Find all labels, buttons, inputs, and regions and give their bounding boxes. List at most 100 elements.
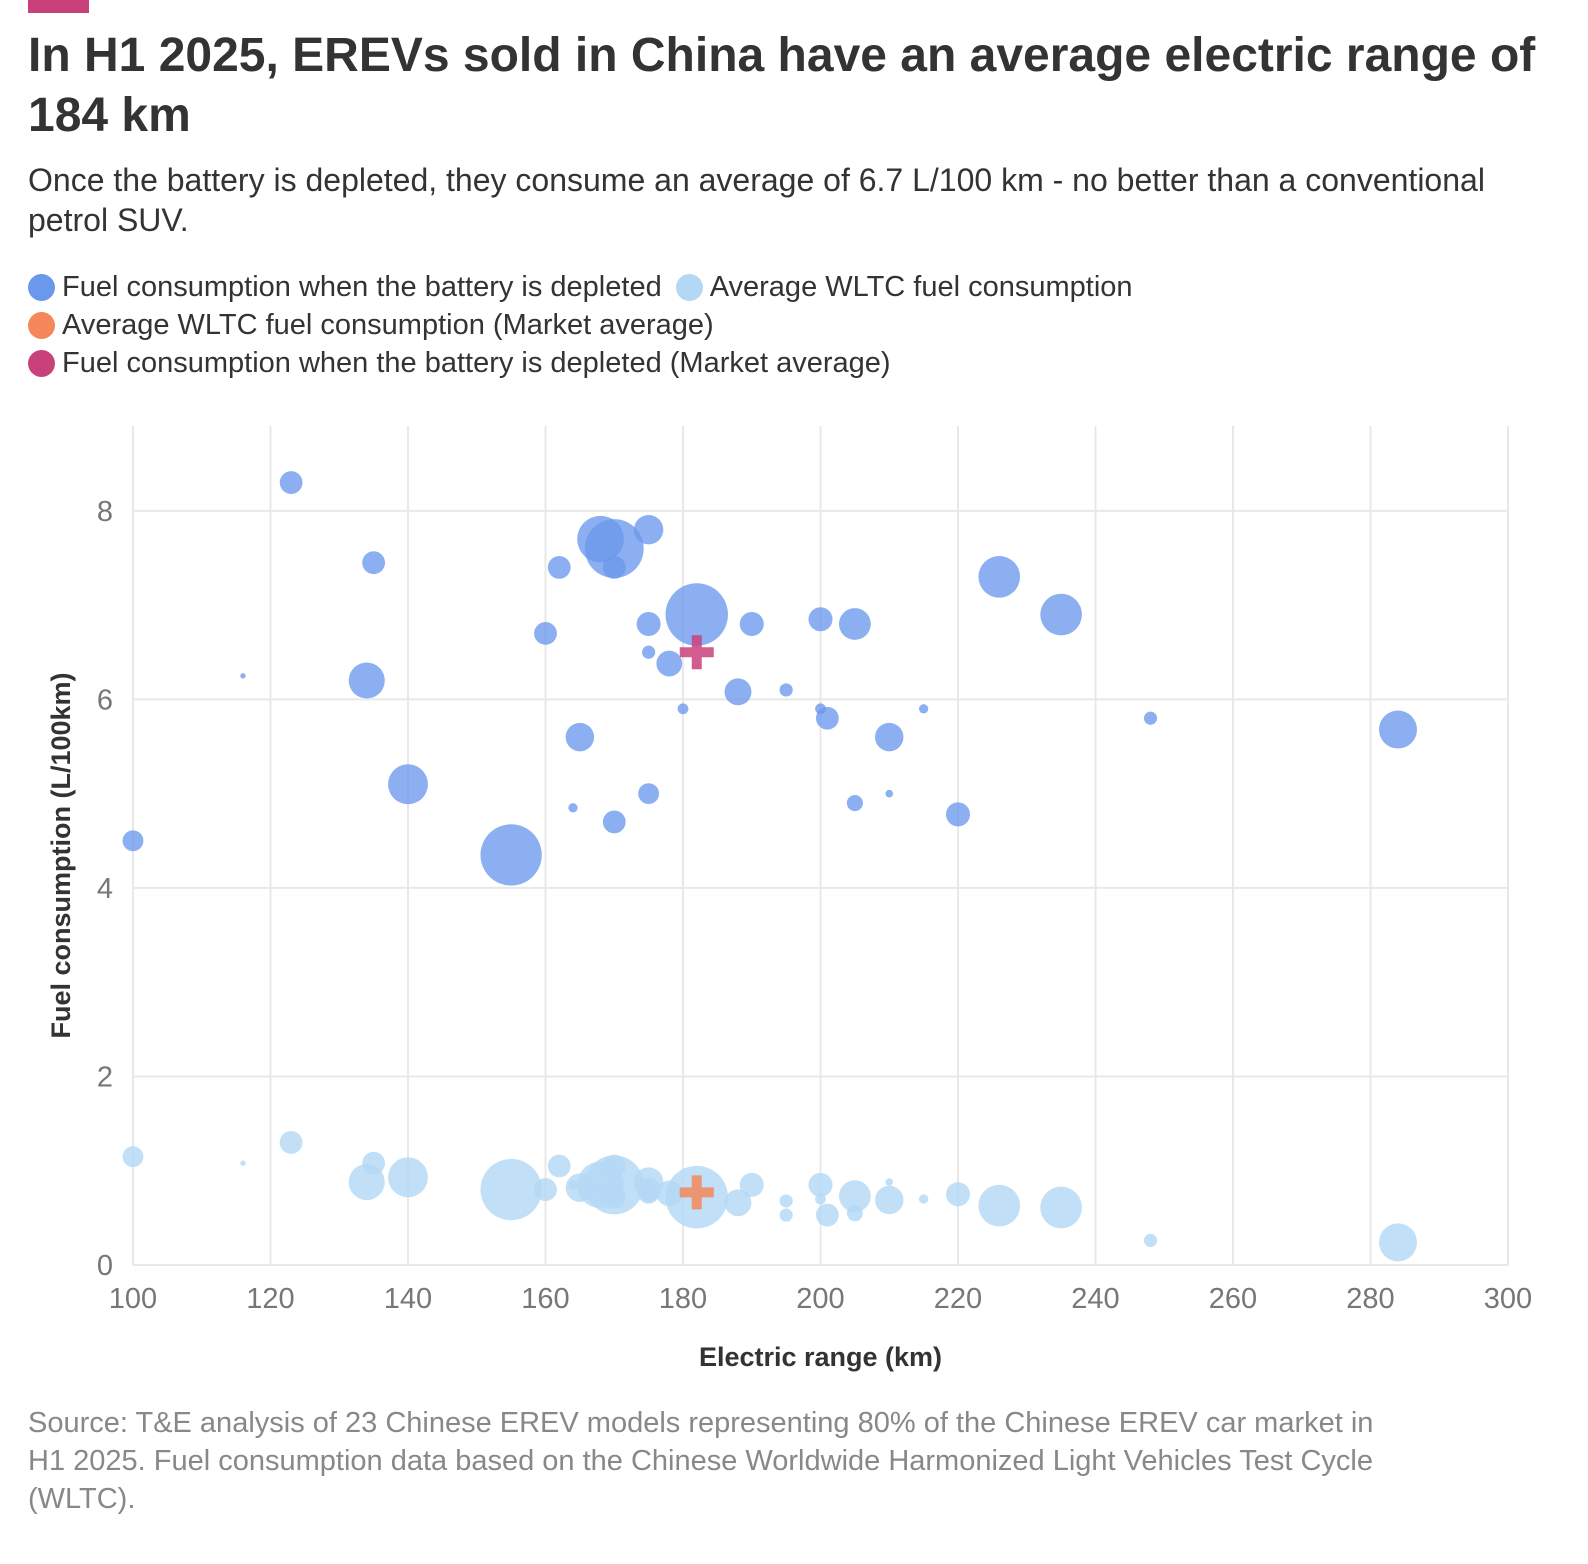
bubble-wltc	[279, 1131, 303, 1154]
bubble-depleted	[724, 678, 752, 706]
y-tick-label: 0	[97, 1250, 113, 1282]
legend-dot-depleted-market-average	[28, 349, 55, 377]
bubble-wltc	[779, 1194, 793, 1208]
bubble-wltc	[885, 1178, 894, 1186]
bubble-wltc	[1040, 1186, 1082, 1229]
x-tick-label: 300	[1484, 1283, 1532, 1315]
bubble-depleted	[602, 556, 626, 579]
x-tick-label: 140	[384, 1283, 432, 1315]
legend-item-wltc-market-average: Average WLTC fuel consumption (Market av…	[28, 306, 714, 344]
bubble-depleted	[279, 471, 303, 494]
bubble-depleted	[945, 802, 971, 827]
bubble-depleted	[815, 706, 839, 730]
legend-dot-wltc-market-average	[28, 311, 55, 339]
bubble-wltc	[240, 1160, 246, 1166]
grid	[132, 426, 1509, 1266]
bubble-depleted	[1040, 593, 1082, 636]
market-average-marker-wltc-market-average	[679, 1175, 714, 1210]
bubble-depleted	[633, 514, 664, 545]
bubble-wltc	[838, 1180, 871, 1213]
bubble-depleted	[565, 722, 595, 752]
bubble-depleted	[677, 703, 689, 715]
x-tick-label: 240	[1071, 1283, 1119, 1315]
bubble-depleted	[638, 783, 660, 805]
bubble-depleted	[665, 583, 728, 646]
legend-dot-wltc	[675, 273, 703, 301]
y-axis-title: Fuel consumption (L/100km)	[46, 672, 76, 1038]
bubble-wltc	[547, 1154, 571, 1178]
legend-label-wltc: Average WLTC fuel consumption	[709, 271, 1133, 303]
y-tick-label: 4	[97, 873, 113, 905]
legend-row: Fuel consumption when the battery is dep…	[28, 268, 1568, 306]
y-tick-label: 6	[97, 684, 113, 716]
bubble-wltc	[815, 1193, 826, 1205]
legend-row: Fuel consumption when the battery is dep…	[28, 344, 1568, 382]
bubble-depleted	[122, 830, 144, 852]
bubble-depleted	[918, 704, 929, 714]
x-tick-label: 120	[246, 1283, 294, 1315]
x-tick-label: 280	[1346, 1283, 1394, 1315]
bubble-wltc	[1143, 1233, 1158, 1248]
bubble-wltc	[779, 1208, 793, 1222]
bubble-depleted	[1378, 710, 1418, 749]
x-tick-label: 100	[109, 1283, 157, 1315]
bubble-wltc	[918, 1194, 929, 1204]
market-average-marker-depleted-market-average	[679, 635, 714, 670]
legend-label-wltc-market-average: Average WLTC fuel consumption (Market av…	[62, 309, 714, 341]
legend-item-wltc: Average WLTC fuel consumption	[675, 268, 1133, 306]
bubble-chart: 100 120 140 160 180 200 220 240 260 280 300 02468 …	[46, 426, 1532, 1372]
legend-label-depleted: Fuel consumption when the battery is dep…	[62, 271, 662, 303]
x-tick-label: 220	[934, 1283, 982, 1315]
bubble-depleted	[642, 645, 656, 659]
bubble-wltc	[388, 1157, 428, 1198]
y-axis-ticks: 0 2 4 6 8	[97, 496, 113, 1282]
bubble-wltc	[846, 1205, 863, 1222]
bubble-wltc	[724, 1189, 752, 1217]
bubble-wltc	[584, 1155, 644, 1215]
bubble-wltc	[638, 1182, 660, 1204]
bubble-depleted	[636, 611, 661, 636]
bubble-depleted	[348, 662, 385, 699]
bubble-depleted	[808, 607, 833, 632]
legend-label-depleted-market-average: Fuel consumption when the battery is dep…	[62, 347, 891, 379]
bubble-depleted	[568, 803, 578, 813]
bubble-depleted	[846, 795, 863, 812]
x-tick-label: 260	[1209, 1283, 1257, 1315]
bubble-depleted	[885, 789, 894, 798]
x-axis-ticks: 100 120 140 160 180 200 220 240 260 280 300	[109, 1283, 1532, 1315]
bubble-wltc	[1378, 1223, 1418, 1262]
bubble-depleted	[362, 551, 386, 575]
x-tick-label: 200	[796, 1283, 844, 1315]
bubble-depleted	[875, 722, 904, 752]
bubble-wltc	[362, 1151, 386, 1175]
bubble-wltc	[534, 1178, 557, 1201]
bubble-depleted	[838, 608, 871, 640]
source-note: Source: T&E analysis of 23 Chinese EREV …	[28, 1407, 1374, 1515]
x-tick-label: 160	[521, 1283, 569, 1315]
bubble-depleted	[480, 824, 542, 886]
bubble-depleted	[602, 810, 626, 834]
bubble-wltc	[602, 1185, 626, 1209]
x-tick-label: 180	[659, 1283, 707, 1315]
x-axis-title: Electric range (km)	[699, 1342, 942, 1372]
bubble-wltc	[815, 1203, 839, 1227]
bubble-wltc	[808, 1172, 833, 1197]
bubble-wltc	[122, 1146, 144, 1168]
legend-row: Average WLTC fuel consumption (Market av…	[28, 306, 1568, 344]
bubble-wltc	[875, 1185, 904, 1215]
bubble-depleted	[1143, 711, 1158, 725]
bubble-depleted	[240, 673, 246, 679]
legend: Fuel consumption when the battery is dep…	[28, 268, 1568, 382]
bubble-wltc	[978, 1184, 1021, 1227]
bubble-depleted	[779, 683, 793, 697]
bubble-depleted	[547, 556, 571, 579]
legend-dot-depleted	[28, 273, 55, 301]
bubble-depleted	[978, 556, 1021, 598]
accent-bar	[28, 0, 89, 13]
y-tick-label: 2	[97, 1061, 113, 1093]
bubble-wltc	[945, 1182, 971, 1207]
bubble-wltc	[602, 1154, 626, 1178]
bubble-depleted	[388, 764, 428, 805]
bubble-wltc	[480, 1158, 542, 1221]
data-points	[122, 471, 1418, 1262]
